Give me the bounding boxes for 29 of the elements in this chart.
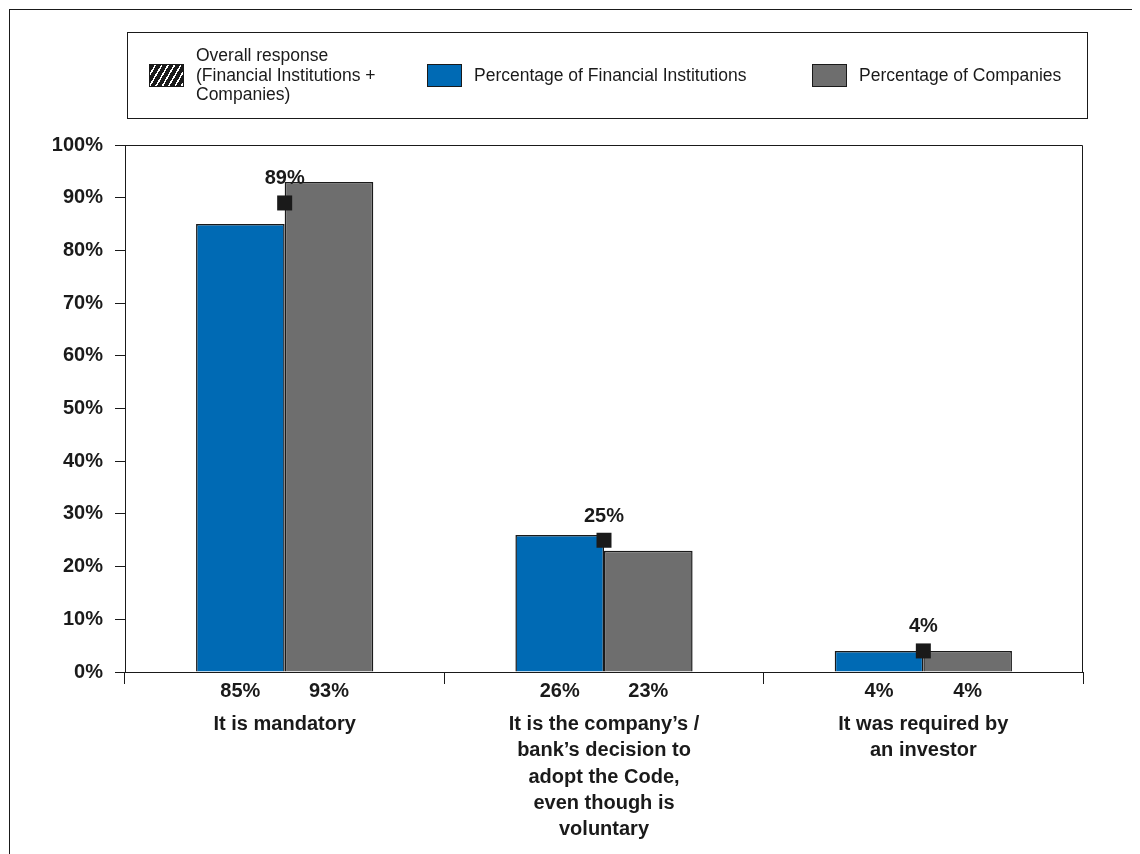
y-tick-label: 100% [51, 132, 104, 155]
y-tick-label: 50% [62, 396, 104, 419]
data-label: 26% [539, 678, 580, 701]
point [915, 643, 931, 659]
x-tick-label: It is mandatory [213, 711, 357, 734]
legend-label: Percentage of Financial Institutions [474, 64, 747, 86]
legend-label: Percentage of Companies [859, 64, 1062, 86]
x-tick-label: It was required by an investor [838, 711, 1010, 761]
point [277, 195, 293, 211]
y-tick-label: 10% [62, 606, 104, 629]
y-tick-label: 70% [62, 290, 104, 313]
y-tick-label: 30% [62, 501, 104, 524]
y-tick-label: 80% [62, 237, 104, 260]
data-label: 4% [953, 678, 983, 701]
data-label: 4% [908, 614, 938, 637]
legend-label: Overall response (Financial Institutions + Companies) [196, 45, 377, 105]
y-tick-label: 60% [62, 343, 104, 366]
data-label: 25% [583, 503, 625, 526]
x-tick-label: It is the company’s / bank’s decision to adopt the Code, even though is voluntary [508, 711, 700, 840]
y-tick-label: 0% [74, 659, 104, 682]
data-label: 23% [628, 678, 669, 701]
y-tick-label: 90% [62, 185, 104, 208]
y-tick-label: 20% [62, 554, 104, 577]
data-label: 4% [864, 678, 894, 701]
y-tick-label: 40% [62, 448, 104, 471]
data-label: 93% [308, 678, 350, 701]
data-label: 89% [264, 166, 305, 189]
data-label: 85% [220, 678, 261, 701]
point [596, 532, 612, 548]
